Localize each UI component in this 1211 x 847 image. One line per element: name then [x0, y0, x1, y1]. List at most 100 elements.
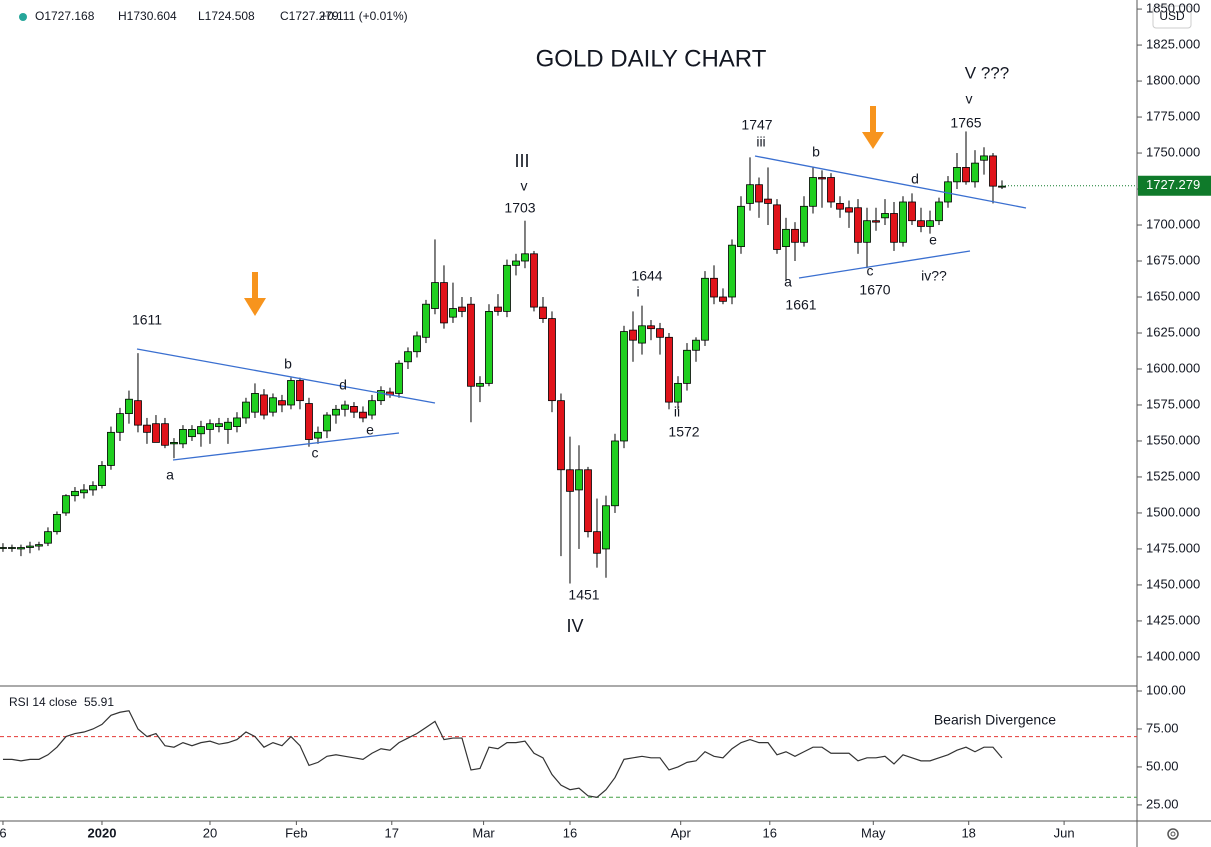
annotation: 1644 [631, 268, 662, 284]
candle-body [341, 404, 349, 410]
ohlc-open: O1727.168 [35, 9, 95, 23]
candle-body [845, 207, 853, 213]
candle-body [818, 177, 826, 180]
candle-body [179, 429, 187, 445]
candle-body [8, 547, 16, 549]
candle-body [584, 469, 592, 533]
rsi-line [2, 710, 1003, 798]
annotation: 1661 [785, 297, 816, 313]
annotation: 1611 [132, 312, 162, 328]
annotation: 1670 [859, 282, 890, 298]
annotation: b [284, 356, 292, 372]
candle-body [332, 408, 340, 416]
candle-body [800, 205, 808, 243]
candle-body [737, 205, 745, 248]
arrow-head [244, 298, 266, 316]
gear-hub[interactable] [1170, 831, 1176, 837]
candle-body [314, 431, 322, 439]
annotation: iii [756, 134, 765, 150]
annotation: c [867, 263, 874, 279]
currency-button[interactable] [1152, 5, 1192, 29]
candle-body [269, 397, 277, 413]
y-tick-label: 1600.000 [1146, 360, 1200, 375]
x-tick-label: 6 [0, 825, 7, 840]
candle-body [872, 220, 880, 223]
candle-body [26, 545, 34, 548]
annotations: 1611 a b c d e III v 1703 1451 IV 1644 i… [132, 63, 1009, 635]
candle-body [287, 380, 295, 406]
candle-body [935, 201, 943, 222]
candle-body [593, 531, 601, 554]
candle-body [305, 403, 313, 440]
currency-label: USD [1159, 9, 1185, 23]
candle-body [791, 228, 799, 243]
x-tick-label: 2020 [88, 825, 117, 840]
candle-body [422, 303, 430, 338]
annotation: IV [566, 616, 583, 636]
candle-body [449, 308, 457, 318]
candle-body [17, 547, 25, 550]
candle-body [521, 253, 529, 262]
candle-body [908, 201, 916, 222]
candle-body [413, 335, 421, 353]
candle-body [494, 306, 502, 312]
annotation: v [521, 178, 528, 194]
y-tick-label: 1425.000 [1146, 612, 1200, 627]
candle-body [728, 244, 736, 298]
candle-body [629, 329, 637, 341]
candle-body [881, 213, 889, 219]
candle-body [458, 306, 466, 312]
y-tick-label: 1475.000 [1146, 540, 1200, 555]
candle-body [503, 264, 511, 312]
candle-body [719, 296, 727, 302]
y-tick-label: 1575.000 [1146, 396, 1200, 411]
candle-body [863, 220, 871, 243]
last-price-label: 1727.279 [1146, 177, 1200, 192]
candle-body [377, 390, 385, 402]
y-tick-label: 1400.000 [1146, 648, 1200, 663]
candle-body [0, 547, 7, 549]
candle-body [827, 177, 835, 203]
candle-body [143, 424, 151, 433]
annotation: 1703 [504, 200, 535, 216]
annotation: a [166, 467, 174, 483]
candle-body [485, 310, 493, 384]
y-tick-label: 25.00 [1146, 796, 1179, 811]
x-tick-label: 17 [385, 825, 399, 840]
y-tick-label: 1550.000 [1146, 432, 1200, 447]
candle-body [125, 398, 133, 415]
x-tick-label: Mar [472, 825, 495, 840]
candle-body [476, 382, 484, 387]
candle-body [80, 489, 88, 494]
candle-body [206, 423, 214, 430]
annotation: 1747 [741, 117, 772, 133]
candle-body [224, 421, 232, 430]
candle-body [98, 465, 106, 486]
candle-body [602, 505, 610, 550]
candle-body [539, 306, 547, 319]
x-tick-label: 20 [203, 825, 217, 840]
y-tick-label: 1675.000 [1146, 252, 1200, 267]
candle-body [395, 362, 403, 394]
candle-body [350, 406, 358, 413]
annotation: i [636, 284, 639, 300]
arrows [244, 106, 884, 316]
trend-line [754, 155, 1027, 209]
candle-body [854, 207, 862, 243]
candle-body [188, 429, 196, 438]
candle-body [917, 220, 925, 227]
ohlc-close: C1727.279 [280, 9, 339, 23]
annotation: e [929, 232, 937, 248]
candle-body [152, 423, 160, 443]
candle-body [611, 440, 619, 507]
candle-body [242, 401, 250, 419]
candle-body [809, 177, 817, 207]
ohlc-high: H1730.604 [118, 9, 177, 23]
candle-body [962, 167, 970, 183]
candle-body [710, 277, 718, 298]
settings-icon[interactable] [1167, 828, 1179, 840]
gear[interactable] [1167, 828, 1179, 840]
candle-body [116, 413, 124, 433]
ohlc-low: L1724.508 [198, 9, 255, 23]
